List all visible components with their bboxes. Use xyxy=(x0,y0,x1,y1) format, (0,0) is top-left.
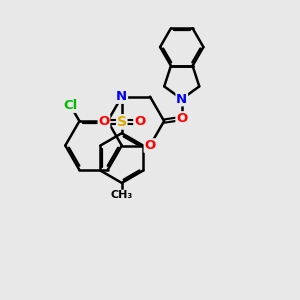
Text: O: O xyxy=(144,139,156,152)
Text: N: N xyxy=(176,93,187,106)
Text: S: S xyxy=(117,115,127,129)
Text: N: N xyxy=(116,90,127,103)
Text: Cl: Cl xyxy=(63,99,78,112)
Text: CH₃: CH₃ xyxy=(111,190,133,200)
Text: O: O xyxy=(176,112,188,125)
Text: O: O xyxy=(134,116,145,128)
Text: O: O xyxy=(98,116,110,128)
